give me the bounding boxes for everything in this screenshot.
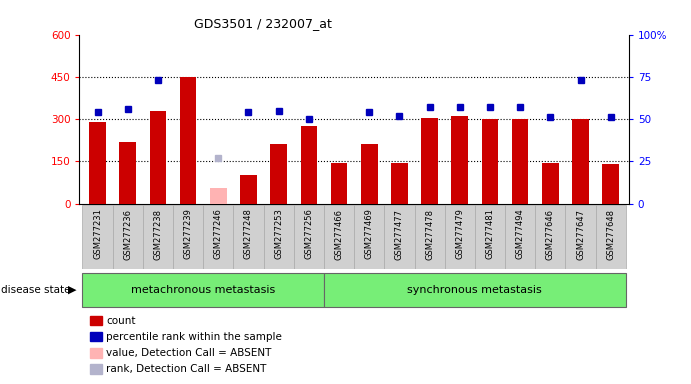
Bar <box>482 119 498 204</box>
Bar <box>143 205 173 269</box>
Bar <box>263 205 294 269</box>
Text: GSM277481: GSM277481 <box>486 209 495 260</box>
Text: metachronous metastasis: metachronous metastasis <box>131 285 275 295</box>
Bar <box>512 119 529 204</box>
Bar <box>542 163 558 204</box>
Bar <box>150 111 167 204</box>
Text: GSM277246: GSM277246 <box>214 209 223 260</box>
Bar <box>596 205 626 269</box>
Bar <box>445 205 475 269</box>
Text: GSM277253: GSM277253 <box>274 209 283 260</box>
Text: count: count <box>106 316 136 326</box>
Text: rank, Detection Call = ABSENT: rank, Detection Call = ABSENT <box>106 364 267 374</box>
Text: GSM277647: GSM277647 <box>576 209 585 260</box>
Bar <box>384 205 415 269</box>
Bar <box>294 205 324 269</box>
Bar <box>301 126 317 204</box>
Text: GSM277469: GSM277469 <box>365 209 374 260</box>
Bar <box>120 142 136 204</box>
Bar <box>565 205 596 269</box>
Bar <box>451 116 468 204</box>
Bar <box>415 205 445 269</box>
Text: GSM277239: GSM277239 <box>184 209 193 260</box>
Bar <box>536 205 565 269</box>
Bar <box>603 164 619 204</box>
Bar <box>240 175 257 204</box>
Text: GSM277479: GSM277479 <box>455 209 464 260</box>
Bar <box>82 205 113 269</box>
Bar <box>391 163 408 204</box>
Text: GSM277238: GSM277238 <box>153 209 162 260</box>
Text: GSM277494: GSM277494 <box>515 209 524 259</box>
Bar <box>203 205 234 269</box>
Text: GSM277648: GSM277648 <box>606 209 615 260</box>
Text: GSM277477: GSM277477 <box>395 209 404 260</box>
Text: GSM277646: GSM277646 <box>546 209 555 260</box>
Bar <box>572 119 589 204</box>
Text: GDS3501 / 232007_at: GDS3501 / 232007_at <box>193 17 332 30</box>
Bar <box>210 188 227 204</box>
Bar <box>331 163 348 204</box>
Bar <box>505 205 536 269</box>
Bar <box>475 205 505 269</box>
Text: value, Detection Call = ABSENT: value, Detection Call = ABSENT <box>106 348 272 358</box>
Text: disease state: disease state <box>1 285 71 295</box>
Text: ▶: ▶ <box>68 285 76 295</box>
Bar <box>422 118 438 204</box>
Bar <box>234 205 263 269</box>
Bar <box>180 77 196 204</box>
Text: percentile rank within the sample: percentile rank within the sample <box>106 332 283 342</box>
Text: GSM277236: GSM277236 <box>123 209 132 260</box>
Text: GSM277231: GSM277231 <box>93 209 102 260</box>
Bar <box>113 205 143 269</box>
Bar <box>173 205 203 269</box>
Text: GSM277466: GSM277466 <box>334 209 343 260</box>
Text: GSM277256: GSM277256 <box>304 209 313 260</box>
Bar <box>89 122 106 204</box>
Bar <box>324 273 626 307</box>
Bar <box>82 273 324 307</box>
Text: synchronous metastasis: synchronous metastasis <box>408 285 542 295</box>
Bar <box>324 205 354 269</box>
Text: GSM277248: GSM277248 <box>244 209 253 260</box>
Bar <box>354 205 384 269</box>
Bar <box>270 144 287 204</box>
Text: GSM277478: GSM277478 <box>425 209 434 260</box>
Bar <box>361 144 377 204</box>
